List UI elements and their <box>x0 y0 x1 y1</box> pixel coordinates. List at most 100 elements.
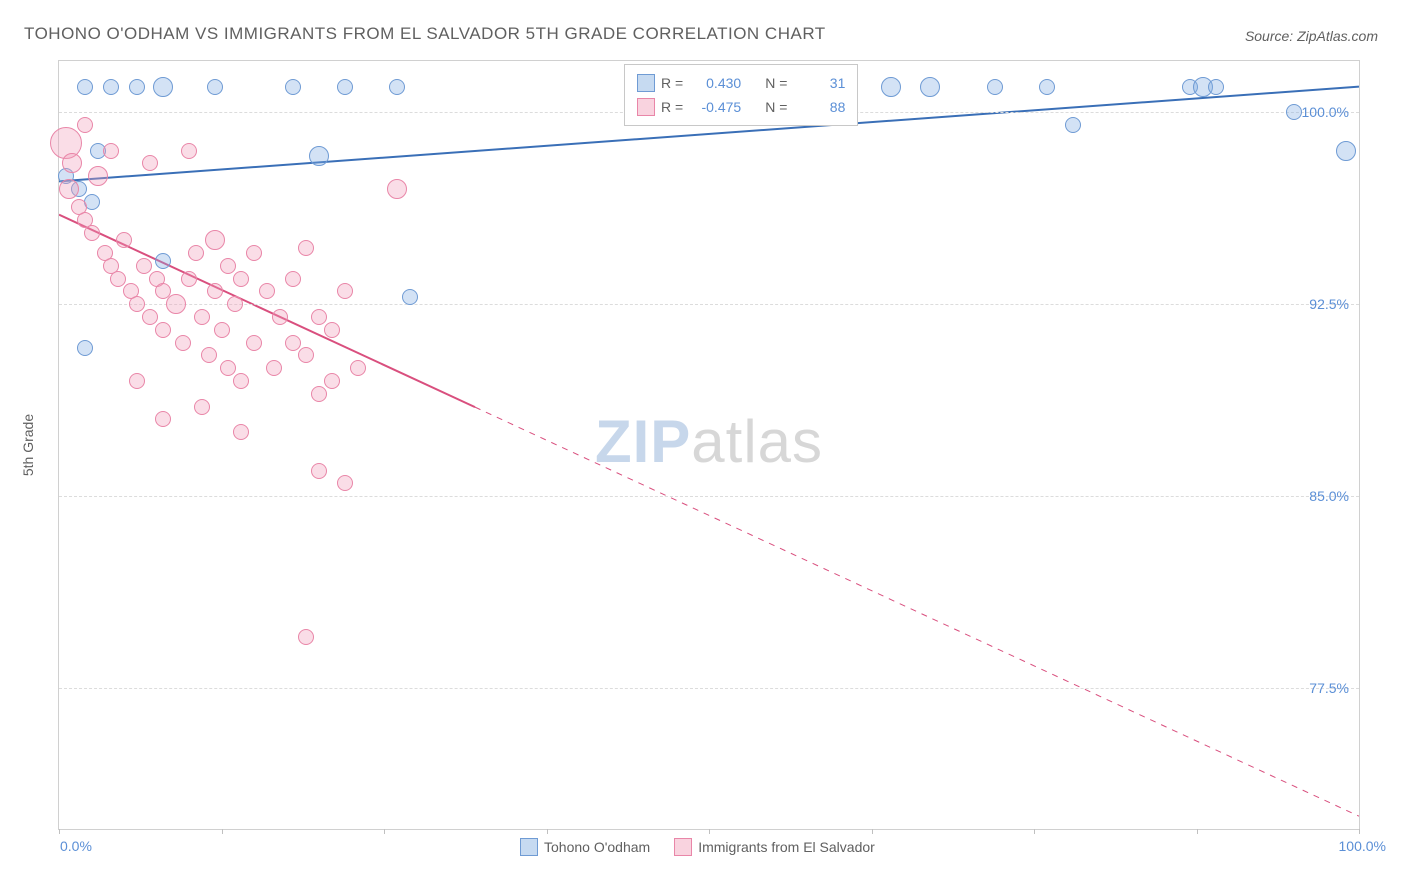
x-axis-max-label: 100.0% <box>1339 838 1386 854</box>
y-axis-label-container: 5th Grade <box>18 60 38 830</box>
data-point-pink[interactable] <box>142 309 158 325</box>
data-point-pink[interactable] <box>155 411 171 427</box>
data-point-pink[interactable] <box>298 347 314 363</box>
x-axis-min-label: 0.0% <box>60 838 92 854</box>
r-label: R = <box>661 99 683 115</box>
data-point-pink[interactable] <box>337 475 353 491</box>
data-point-pink[interactable] <box>88 166 108 186</box>
data-point-pink[interactable] <box>62 153 82 173</box>
swatch-pink-icon <box>637 98 655 116</box>
data-point-pink[interactable] <box>129 373 145 389</box>
data-point-pink[interactable] <box>220 258 236 274</box>
data-point-pink[interactable] <box>194 309 210 325</box>
data-point-pink[interactable] <box>181 271 197 287</box>
data-point-blue[interactable] <box>1208 79 1224 95</box>
stats-legend: R = 0.430 N = 31 R = -0.475 N = 88 <box>624 64 858 126</box>
data-point-pink[interactable] <box>220 360 236 376</box>
data-point-blue[interactable] <box>77 340 93 356</box>
data-point-pink[interactable] <box>155 322 171 338</box>
data-point-pink[interactable] <box>84 225 100 241</box>
data-point-pink[interactable] <box>194 399 210 415</box>
data-point-pink[interactable] <box>311 386 327 402</box>
data-point-pink[interactable] <box>233 271 249 287</box>
x-tick <box>709 829 710 834</box>
data-point-pink[interactable] <box>227 296 243 312</box>
data-point-blue[interactable] <box>103 79 119 95</box>
data-point-blue[interactable] <box>1065 117 1081 133</box>
data-point-pink[interactable] <box>181 143 197 159</box>
data-point-pink[interactable] <box>298 629 314 645</box>
data-point-pink[interactable] <box>201 347 217 363</box>
data-point-pink[interactable] <box>285 335 301 351</box>
data-point-pink[interactable] <box>116 232 132 248</box>
data-point-blue[interactable] <box>1336 141 1356 161</box>
data-point-blue[interactable] <box>309 146 329 166</box>
data-point-pink[interactable] <box>337 283 353 299</box>
data-point-blue[interactable] <box>129 79 145 95</box>
data-point-pink[interactable] <box>103 143 119 159</box>
data-point-pink[interactable] <box>142 155 158 171</box>
data-point-pink[interactable] <box>136 258 152 274</box>
data-point-blue[interactable] <box>1039 79 1055 95</box>
n-label: N = <box>765 99 787 115</box>
data-point-pink[interactable] <box>324 373 340 389</box>
data-point-pink[interactable] <box>110 271 126 287</box>
n-value-pink: 88 <box>793 99 845 115</box>
y-axis-label: 5th Grade <box>20 414 36 476</box>
data-point-blue[interactable] <box>285 79 301 95</box>
data-point-blue[interactable] <box>402 289 418 305</box>
stats-row-blue: R = 0.430 N = 31 <box>637 71 845 95</box>
data-point-blue[interactable] <box>153 77 173 97</box>
trendline-dashed <box>475 407 1359 816</box>
data-point-pink[interactable] <box>233 424 249 440</box>
data-point-blue[interactable] <box>77 79 93 95</box>
data-point-pink[interactable] <box>259 283 275 299</box>
data-point-pink[interactable] <box>324 322 340 338</box>
data-point-pink[interactable] <box>129 296 145 312</box>
data-point-pink[interactable] <box>350 360 366 376</box>
data-point-blue[interactable] <box>1286 104 1302 120</box>
data-point-pink[interactable] <box>285 271 301 287</box>
data-point-pink[interactable] <box>298 240 314 256</box>
data-point-blue[interactable] <box>987 79 1003 95</box>
data-point-blue[interactable] <box>881 77 901 97</box>
data-point-pink[interactable] <box>188 245 204 261</box>
legend-item-blue: Tohono O'odham <box>520 838 650 856</box>
data-point-pink[interactable] <box>207 283 223 299</box>
data-point-pink[interactable] <box>311 463 327 479</box>
source-label: Source: ZipAtlas.com <box>1245 28 1378 44</box>
x-tick <box>1197 829 1198 834</box>
x-tick <box>547 829 548 834</box>
data-point-pink[interactable] <box>246 245 262 261</box>
chart-title: TOHONO O'ODHAM VS IMMIGRANTS FROM EL SAL… <box>24 24 826 44</box>
r-value-blue: 0.430 <box>689 75 741 91</box>
data-point-pink[interactable] <box>205 230 225 250</box>
data-point-blue[interactable] <box>389 79 405 95</box>
chart-plot-area: ZIPatlas 100.0%92.5%85.0%77.5% <box>58 60 1360 830</box>
data-point-pink[interactable] <box>272 309 288 325</box>
data-point-pink[interactable] <box>166 294 186 314</box>
legend-item-pink: Immigrants from El Salvador <box>674 838 875 856</box>
data-point-pink[interactable] <box>387 179 407 199</box>
data-point-blue[interactable] <box>337 79 353 95</box>
data-point-blue[interactable] <box>920 77 940 97</box>
data-point-pink[interactable] <box>59 179 79 199</box>
swatch-blue-icon <box>637 74 655 92</box>
data-point-blue[interactable] <box>207 79 223 95</box>
stats-row-pink: R = -0.475 N = 88 <box>637 95 845 119</box>
data-point-blue[interactable] <box>155 253 171 269</box>
data-point-pink[interactable] <box>246 335 262 351</box>
data-point-pink[interactable] <box>233 373 249 389</box>
watermark: ZIPatlas <box>595 407 823 476</box>
data-point-pink[interactable] <box>311 309 327 325</box>
y-tick-label: 77.5% <box>1309 680 1349 696</box>
data-point-pink[interactable] <box>77 117 93 133</box>
data-point-pink[interactable] <box>214 322 230 338</box>
data-point-pink[interactable] <box>175 335 191 351</box>
legend-label-pink: Immigrants from El Salvador <box>698 839 875 855</box>
swatch-blue-icon <box>520 838 538 856</box>
x-tick <box>384 829 385 834</box>
trendlines-svg <box>59 61 1359 829</box>
data-point-pink[interactable] <box>266 360 282 376</box>
x-tick <box>1359 829 1360 834</box>
